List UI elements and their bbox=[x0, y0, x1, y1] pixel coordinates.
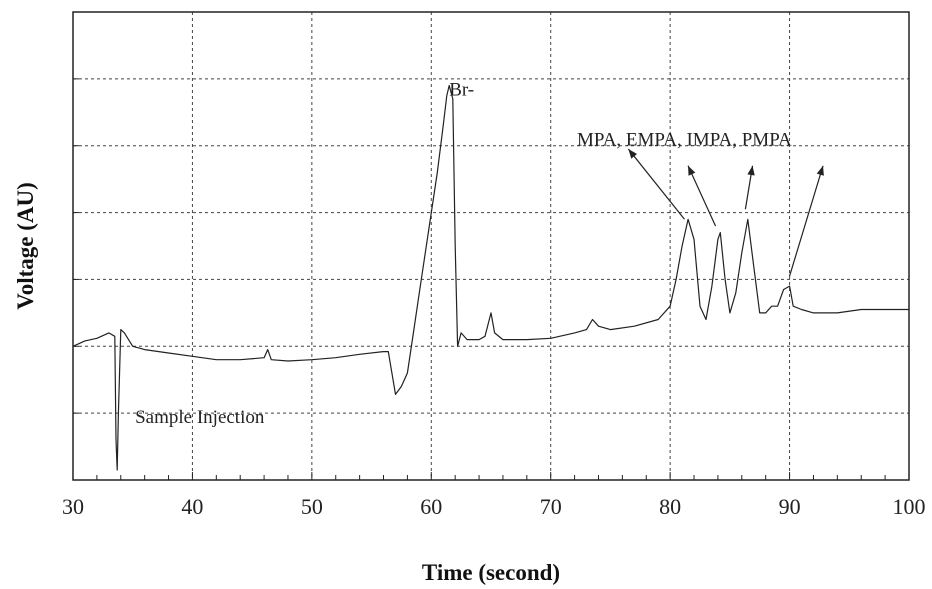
x-tick-labels: 30 40 50 60 70 80 90 100 bbox=[62, 494, 926, 519]
annotation-arrow bbox=[788, 165, 824, 277]
x-tick-label: 50 bbox=[301, 494, 323, 519]
x-tick-label: 80 bbox=[659, 494, 681, 519]
grid-layer bbox=[73, 12, 909, 480]
annotation-label: Br- bbox=[449, 80, 474, 101]
annotation-arrow bbox=[627, 148, 685, 220]
x-tick-label: 100 bbox=[893, 494, 926, 519]
annotations: Sample Injection Br- MPA, EMPA, IMPA, PMPA bbox=[135, 80, 792, 429]
series-line bbox=[72, 84, 909, 471]
y-axis-title: Voltage (AU) bbox=[13, 182, 38, 310]
plot-frame bbox=[72, 11, 910, 481]
x-tick-label: 90 bbox=[779, 494, 801, 519]
x-tick-label: 70 bbox=[540, 494, 562, 519]
annotation-label: Sample Injection bbox=[135, 407, 265, 428]
annotation-arrows bbox=[627, 148, 824, 277]
x-tick-label: 60 bbox=[420, 494, 442, 519]
x-tick-label: 30 bbox=[62, 494, 84, 519]
tick-marks bbox=[72, 11, 910, 480]
annotation-arrow bbox=[687, 165, 717, 227]
annotation-label: MPA, EMPA, IMPA, PMPA bbox=[577, 130, 792, 151]
annotation-arrow bbox=[744, 165, 755, 210]
x-axis-title: Time (second) bbox=[422, 560, 560, 585]
x-tick-label: 40 bbox=[181, 494, 203, 519]
